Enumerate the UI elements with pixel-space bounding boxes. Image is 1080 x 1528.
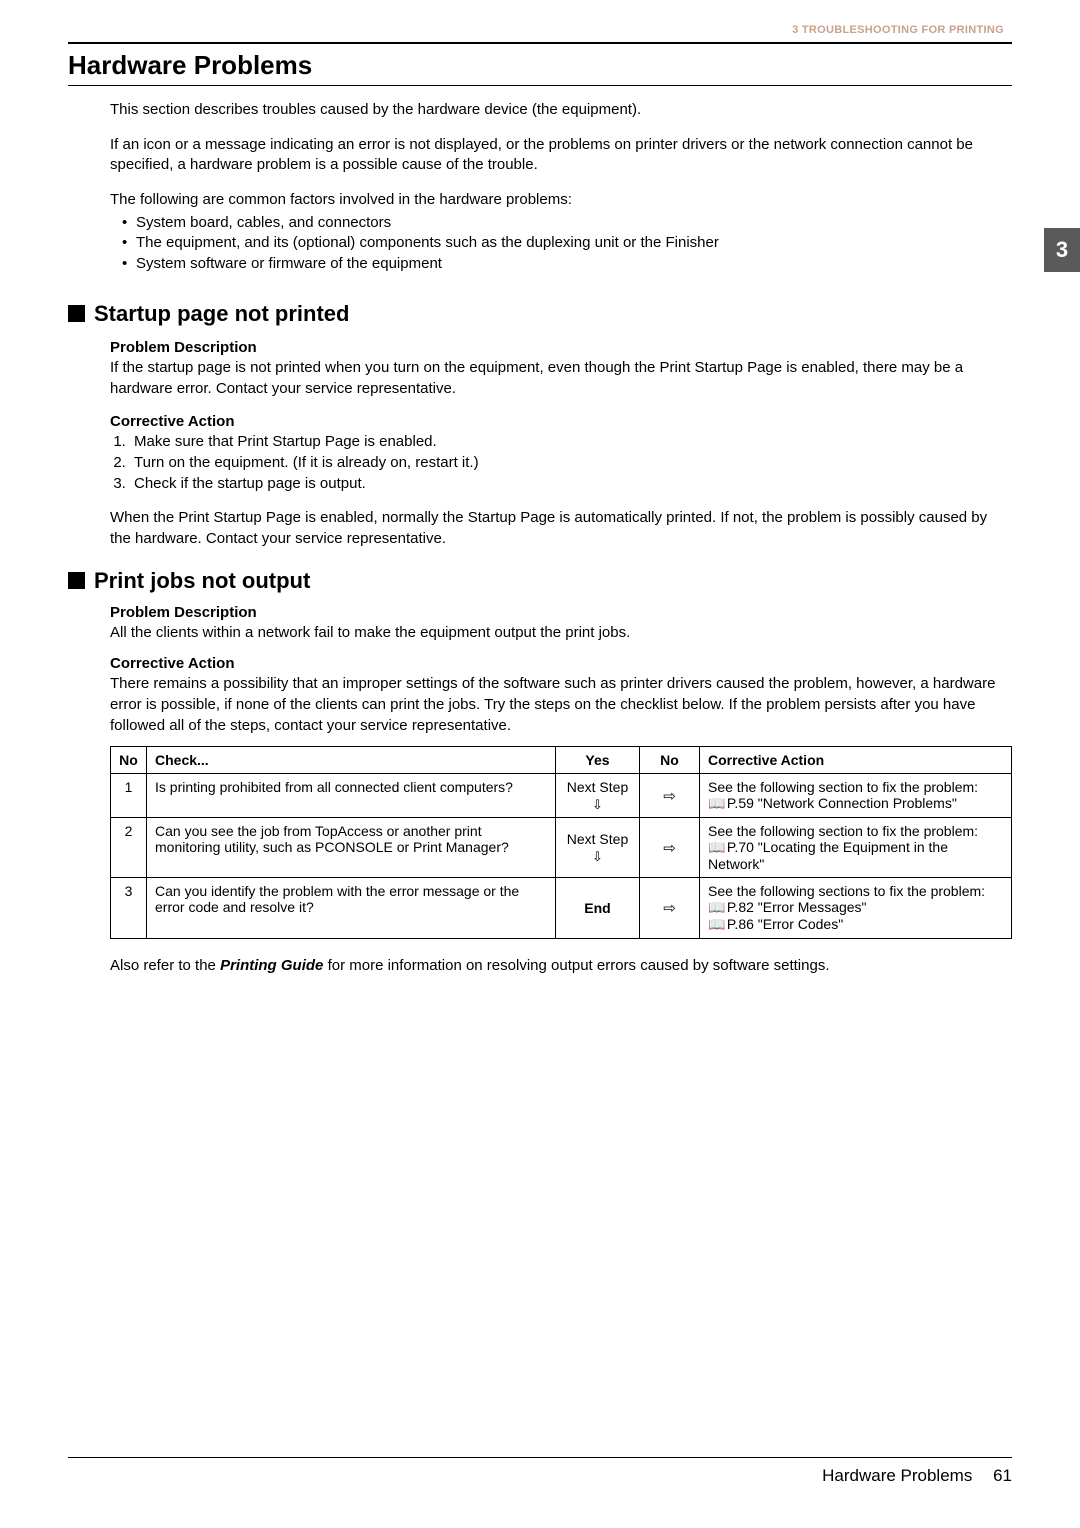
header-rule [68, 42, 1012, 44]
step: Make sure that Print Startup Page is ena… [130, 432, 1012, 453]
cell-action: See the following section to fix the pro… [700, 774, 1012, 818]
cell-no: 2 [111, 818, 147, 878]
page-footer: Hardware Problems 61 [68, 1457, 1012, 1486]
intro-p2: If an icon or a message indicating an er… [110, 135, 1012, 176]
after-table-note: Also refer to the Printing Guide for mor… [110, 957, 1012, 974]
cell-yes: Next Step⇩ [556, 818, 640, 878]
arrow-right-icon: ⇨ [663, 788, 676, 805]
problem-description-label: Problem Description [110, 339, 1012, 356]
intro-bullet: System board, cables, and connectors [122, 213, 1012, 234]
intro-bullets: System board, cables, and connectors The… [122, 213, 1012, 275]
th-yes: Yes [556, 747, 640, 774]
section1-note: When the Print Startup Page is enabled, … [110, 508, 1012, 549]
section-heading-startup: Startup page not printed [68, 301, 1012, 327]
th-no: No [111, 747, 147, 774]
arrow-right-icon: ⇨ [663, 840, 676, 857]
corrective-action-text: There remains a possibility that an impr… [110, 674, 1012, 736]
arrow-down-icon: ⇩ [592, 849, 603, 864]
step: Check if the startup page is output. [130, 474, 1012, 495]
footer-label: Hardware Problems [822, 1466, 972, 1485]
step: Turn on the equipment. (If it is already… [130, 453, 1012, 474]
chapter-header: 3 TROUBLESHOOTING FOR PRINTING [68, 24, 1012, 36]
arrow-down-icon: ⇩ [592, 797, 603, 812]
cell-nocol: ⇨ [640, 878, 700, 939]
square-bullet-icon [68, 305, 85, 322]
title-rule [68, 85, 1012, 86]
cell-check: Is printing prohibited from all connecte… [147, 774, 556, 818]
book-icon: 📖 [708, 839, 723, 856]
problem-description-label: Problem Description [110, 604, 1012, 621]
problem-description-text: All the clients within a network fail to… [110, 623, 1012, 644]
intro-p1: This section describes troubles caused b… [110, 100, 1012, 121]
intro-bullet: System software or firmware of the equip… [122, 254, 1012, 275]
chapter-tab: 3 [1044, 228, 1080, 272]
footer-page-number: 61 [993, 1466, 1012, 1485]
th-check: Check... [147, 747, 556, 774]
page-title: Hardware Problems [68, 50, 1012, 81]
cell-check: Can you identify the problem with the er… [147, 878, 556, 939]
section-heading-text: Print jobs not output [94, 568, 310, 594]
table-row: 3Can you identify the problem with the e… [111, 878, 1012, 939]
cell-no: 3 [111, 878, 147, 939]
book-icon: 📖 [708, 899, 723, 916]
intro-bullet: The equipment, and its (optional) compon… [122, 233, 1012, 254]
problem-description-text: If the startup page is not printed when … [110, 358, 1012, 399]
checklist-table: No Check... Yes No Corrective Action 1Is… [110, 746, 1012, 939]
corrective-action-steps: Make sure that Print Startup Page is ena… [130, 432, 1012, 494]
table-row: 1Is printing prohibited from all connect… [111, 774, 1012, 818]
cell-nocol: ⇨ [640, 774, 700, 818]
table-row: 2Can you see the job from TopAccess or a… [111, 818, 1012, 878]
section-heading-printjobs: Print jobs not output [68, 568, 1012, 594]
cell-action: See the following section to fix the pro… [700, 818, 1012, 878]
section-heading-text: Startup page not printed [94, 301, 349, 327]
th-action: Corrective Action [700, 747, 1012, 774]
cell-yes: Next Step⇩ [556, 774, 640, 818]
book-icon: 📖 [708, 916, 723, 933]
cell-nocol: ⇨ [640, 818, 700, 878]
arrow-right-icon: ⇨ [663, 900, 676, 917]
cell-no: 1 [111, 774, 147, 818]
intro-p3: The following are common factors involve… [110, 190, 1012, 211]
cell-yes: End [556, 878, 640, 939]
square-bullet-icon [68, 572, 85, 589]
corrective-action-label: Corrective Action [110, 413, 1012, 430]
cell-action: See the following sections to fix the pr… [700, 878, 1012, 939]
th-nocol: No [640, 747, 700, 774]
book-icon: 📖 [708, 795, 723, 812]
cell-check: Can you see the job from TopAccess or an… [147, 818, 556, 878]
corrective-action-label: Corrective Action [110, 655, 1012, 672]
